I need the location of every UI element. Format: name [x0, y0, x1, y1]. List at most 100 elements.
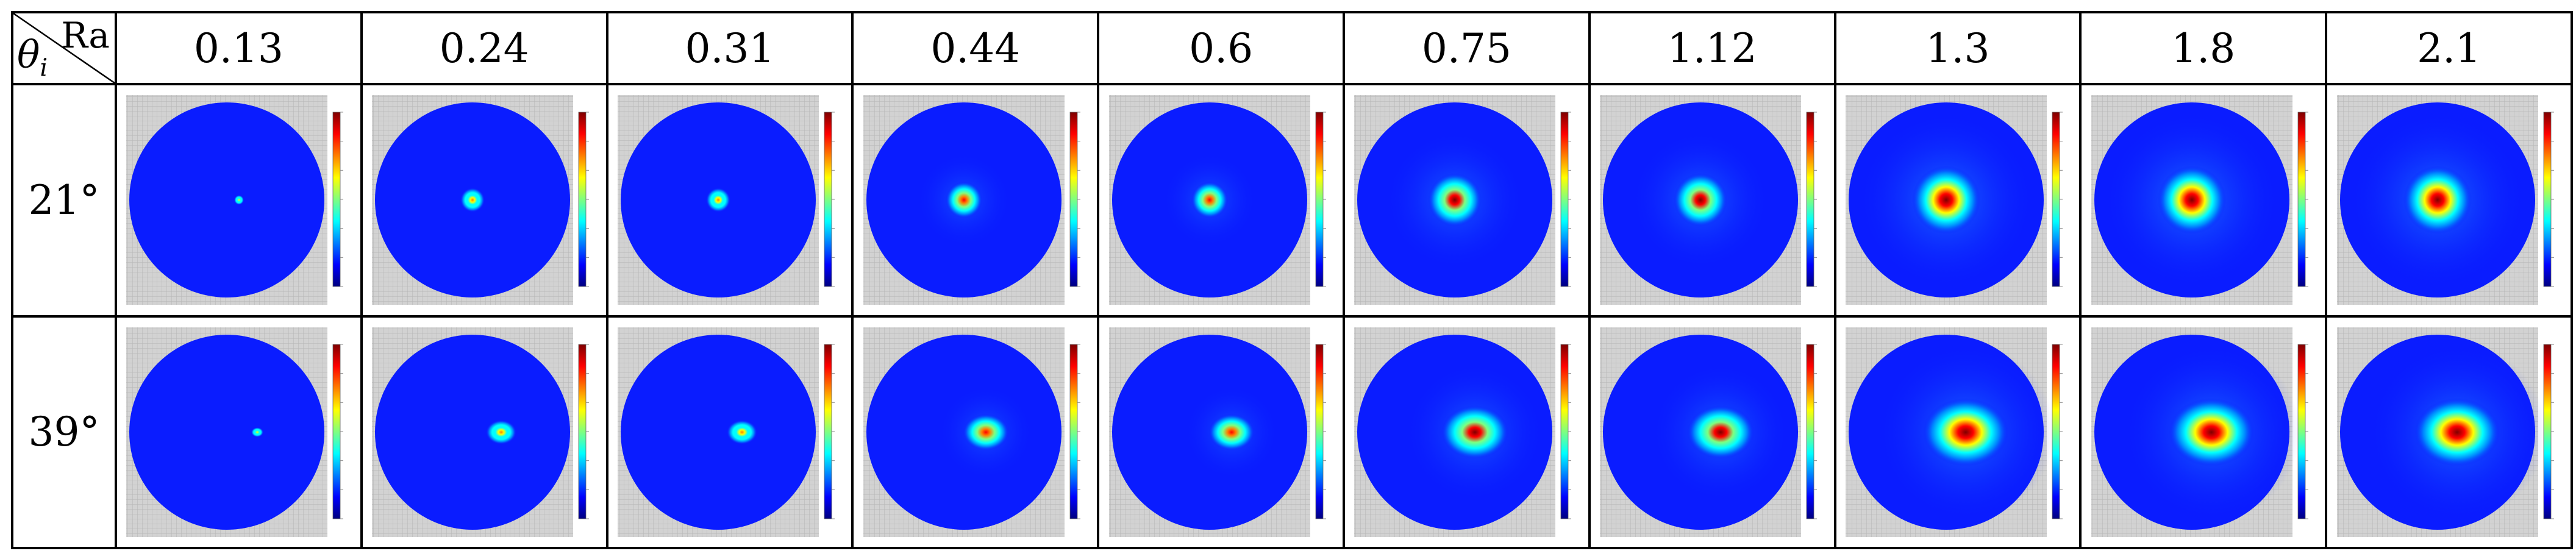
hotspot	[2403, 166, 2472, 235]
colorbar	[1560, 344, 1569, 519]
column-axis-label: Ra	[61, 15, 110, 56]
intensity-map	[860, 324, 1091, 541]
hotspot	[234, 195, 244, 205]
colorbar	[1069, 344, 1078, 519]
hotspot	[2168, 397, 2254, 466]
column-header: 0.24	[360, 10, 608, 86]
colorbar	[2297, 112, 2306, 287]
map-cell	[1342, 315, 1591, 550]
corner-diagonal-line	[13, 13, 115, 83]
intensity-map-graphic	[1600, 327, 1818, 537]
scatter-field	[620, 334, 816, 530]
data-row: 39°	[11, 315, 2573, 550]
row-label: 39°	[11, 315, 117, 550]
intensity-map	[1596, 324, 1828, 541]
map-cell	[1833, 315, 2082, 550]
colorbar	[2297, 344, 2306, 519]
hotspot	[1191, 182, 1228, 219]
hotspot	[963, 413, 1009, 450]
hotspot	[251, 427, 264, 437]
map-cell	[1833, 83, 2082, 318]
intensity-map	[123, 91, 354, 308]
intensity-map	[1350, 324, 1582, 541]
column-header: 0.44	[851, 10, 1100, 86]
data-row: 21°	[11, 83, 2573, 318]
map-cell	[605, 315, 854, 550]
hotspot	[726, 419, 757, 444]
hotspot	[2157, 166, 2226, 235]
intensity-map-graphic	[372, 327, 590, 537]
map-cell	[1097, 83, 1345, 318]
scatter-field	[129, 334, 325, 530]
intensity-map	[1350, 91, 1582, 308]
colorbar	[1806, 344, 1814, 519]
intensity-map-graphic	[1845, 95, 2063, 305]
map-cell	[360, 315, 608, 550]
intensity-map-graphic	[617, 327, 835, 537]
hotspot	[1922, 397, 2008, 466]
map-cell	[115, 83, 363, 318]
column-header: 1.8	[2079, 10, 2328, 86]
intensity-map	[2088, 91, 2319, 308]
colorbar	[1315, 112, 1323, 287]
intensity-map	[860, 91, 1091, 308]
intensity-map-graphic	[2091, 327, 2308, 537]
hotspot	[705, 188, 730, 213]
scatter-field	[375, 334, 571, 530]
column-header: 0.75	[1342, 10, 1591, 86]
column-header: 0.13	[115, 10, 363, 86]
header-row: Ra θi 0.13 0.24 0.31 0.44 0.6 0.75 1.12 …	[11, 10, 2573, 86]
colorbar	[332, 112, 341, 287]
intensity-map	[1105, 91, 1337, 308]
map-cell	[1097, 315, 1345, 550]
intensity-map-graphic	[2091, 95, 2308, 305]
intensity-map	[2088, 324, 2319, 541]
hotspot	[1674, 173, 1728, 227]
colorbar	[1560, 112, 1569, 287]
intensity-map	[2333, 324, 2565, 541]
colorbar	[1315, 344, 1323, 519]
row-axis-symbol: θ	[17, 32, 40, 77]
intensity-map-graphic	[372, 95, 590, 305]
hotspot	[1687, 405, 1755, 459]
row-axis-label: θi	[17, 32, 48, 82]
intensity-map-graphic	[1354, 327, 1572, 537]
intensity-map	[2333, 91, 2565, 308]
column-header: 0.6	[1097, 10, 1345, 86]
row-label: 21°	[11, 83, 117, 318]
intensity-map-graphic	[126, 327, 344, 537]
map-cell	[2325, 83, 2573, 318]
intensity-map	[1596, 91, 1828, 308]
row-axis-subscript: i	[40, 54, 48, 82]
colorbar	[578, 112, 587, 287]
colorbar	[2543, 112, 2551, 287]
intensity-map-graphic	[1108, 95, 1326, 305]
hotspot	[460, 188, 485, 213]
intensity-map	[1842, 324, 2074, 541]
colorbar	[2052, 344, 2060, 519]
map-cell	[2325, 315, 2573, 550]
map-cell	[1588, 315, 1836, 550]
hotspot	[1428, 173, 1482, 227]
colorbar	[1806, 112, 1814, 287]
intensity-map-graphic	[617, 95, 835, 305]
hotspot	[1208, 413, 1255, 450]
hotspot	[486, 419, 517, 444]
hotspot	[1441, 405, 1509, 459]
intensity-map-graphic	[2336, 95, 2554, 305]
intensity-map-graphic	[1845, 327, 2063, 537]
intensity-map-graphic	[1600, 95, 1818, 305]
colorbar	[824, 112, 832, 287]
intensity-map	[368, 91, 600, 308]
map-cell	[360, 83, 608, 318]
intensity-map	[614, 91, 846, 308]
column-header: 1.12	[1588, 10, 1836, 86]
scatter-field	[129, 102, 325, 298]
intensity-map-graphic	[1354, 95, 1572, 305]
map-cell	[115, 315, 363, 550]
intensity-map-graphic	[863, 327, 1080, 537]
intensity-map-graphic	[1108, 327, 1326, 537]
colorbar	[2052, 112, 2060, 287]
colorbar	[332, 344, 341, 519]
intensity-map-graphic	[863, 95, 1080, 305]
